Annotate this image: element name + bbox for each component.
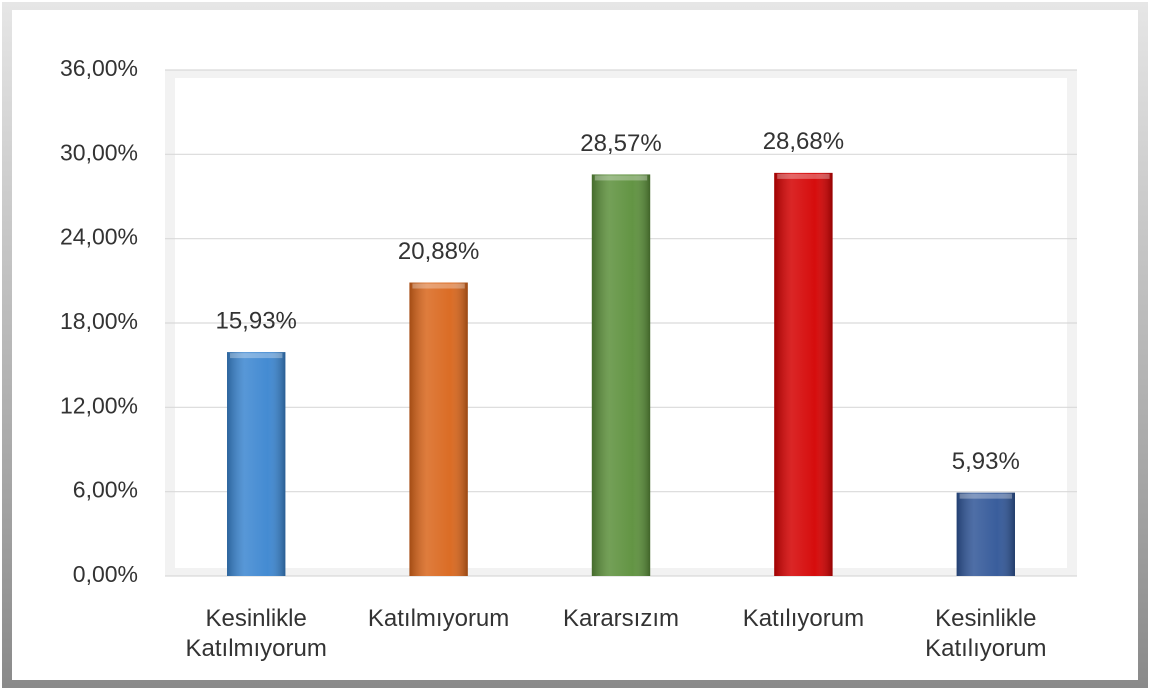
y-tick-label: 30,00% — [60, 139, 138, 165]
value-label: 28,57% — [580, 130, 661, 157]
x-tick-label: Kararsızım — [562, 605, 679, 632]
bar-cap — [777, 173, 830, 179]
x-tick-label: Kesinlikle Katılmıyorum — [185, 605, 327, 662]
bar-shine — [591, 174, 651, 576]
value-label: 5,93% — [952, 448, 1020, 475]
bar-shine — [956, 492, 1015, 576]
y-tick-label: 18,00% — [60, 308, 138, 334]
y-tick-label: 0,00% — [73, 561, 138, 587]
bar-shine — [227, 352, 286, 576]
x-tick-label-box: Kesinlikle Katılıyorum — [925, 605, 1047, 662]
x-tick-label: Katılıyorum — [742, 605, 865, 632]
y-tick-label: 6,00% — [73, 477, 138, 503]
bar-cap — [412, 283, 465, 289]
x-tick-label: Katılmıyorum — [367, 605, 510, 632]
value-label: 20,88% — [398, 238, 479, 265]
y-tick-label: 24,00% — [60, 224, 138, 250]
x-tick-label-box: Kararsızım — [562, 605, 679, 632]
bar-shine — [774, 172, 833, 577]
x-tick-label-box: Katılıyorum — [742, 605, 865, 632]
value-label: 15,93% — [215, 307, 296, 334]
value-label: 28,68% — [763, 128, 844, 155]
bar-cap — [230, 353, 283, 359]
bar-cap — [594, 175, 648, 181]
x-tick-label-box: Katılmıyorum — [367, 605, 510, 632]
y-tick-label: 36,00% — [60, 55, 138, 81]
x-tick-label: Kesinlikle Katılıyorum — [925, 605, 1047, 662]
bar-cap — [959, 493, 1012, 499]
bar-shine — [409, 282, 468, 576]
y-tick-label: 12,00% — [60, 392, 138, 418]
x-tick-label-box: Kesinlikle Katılmıyorum — [185, 605, 327, 662]
